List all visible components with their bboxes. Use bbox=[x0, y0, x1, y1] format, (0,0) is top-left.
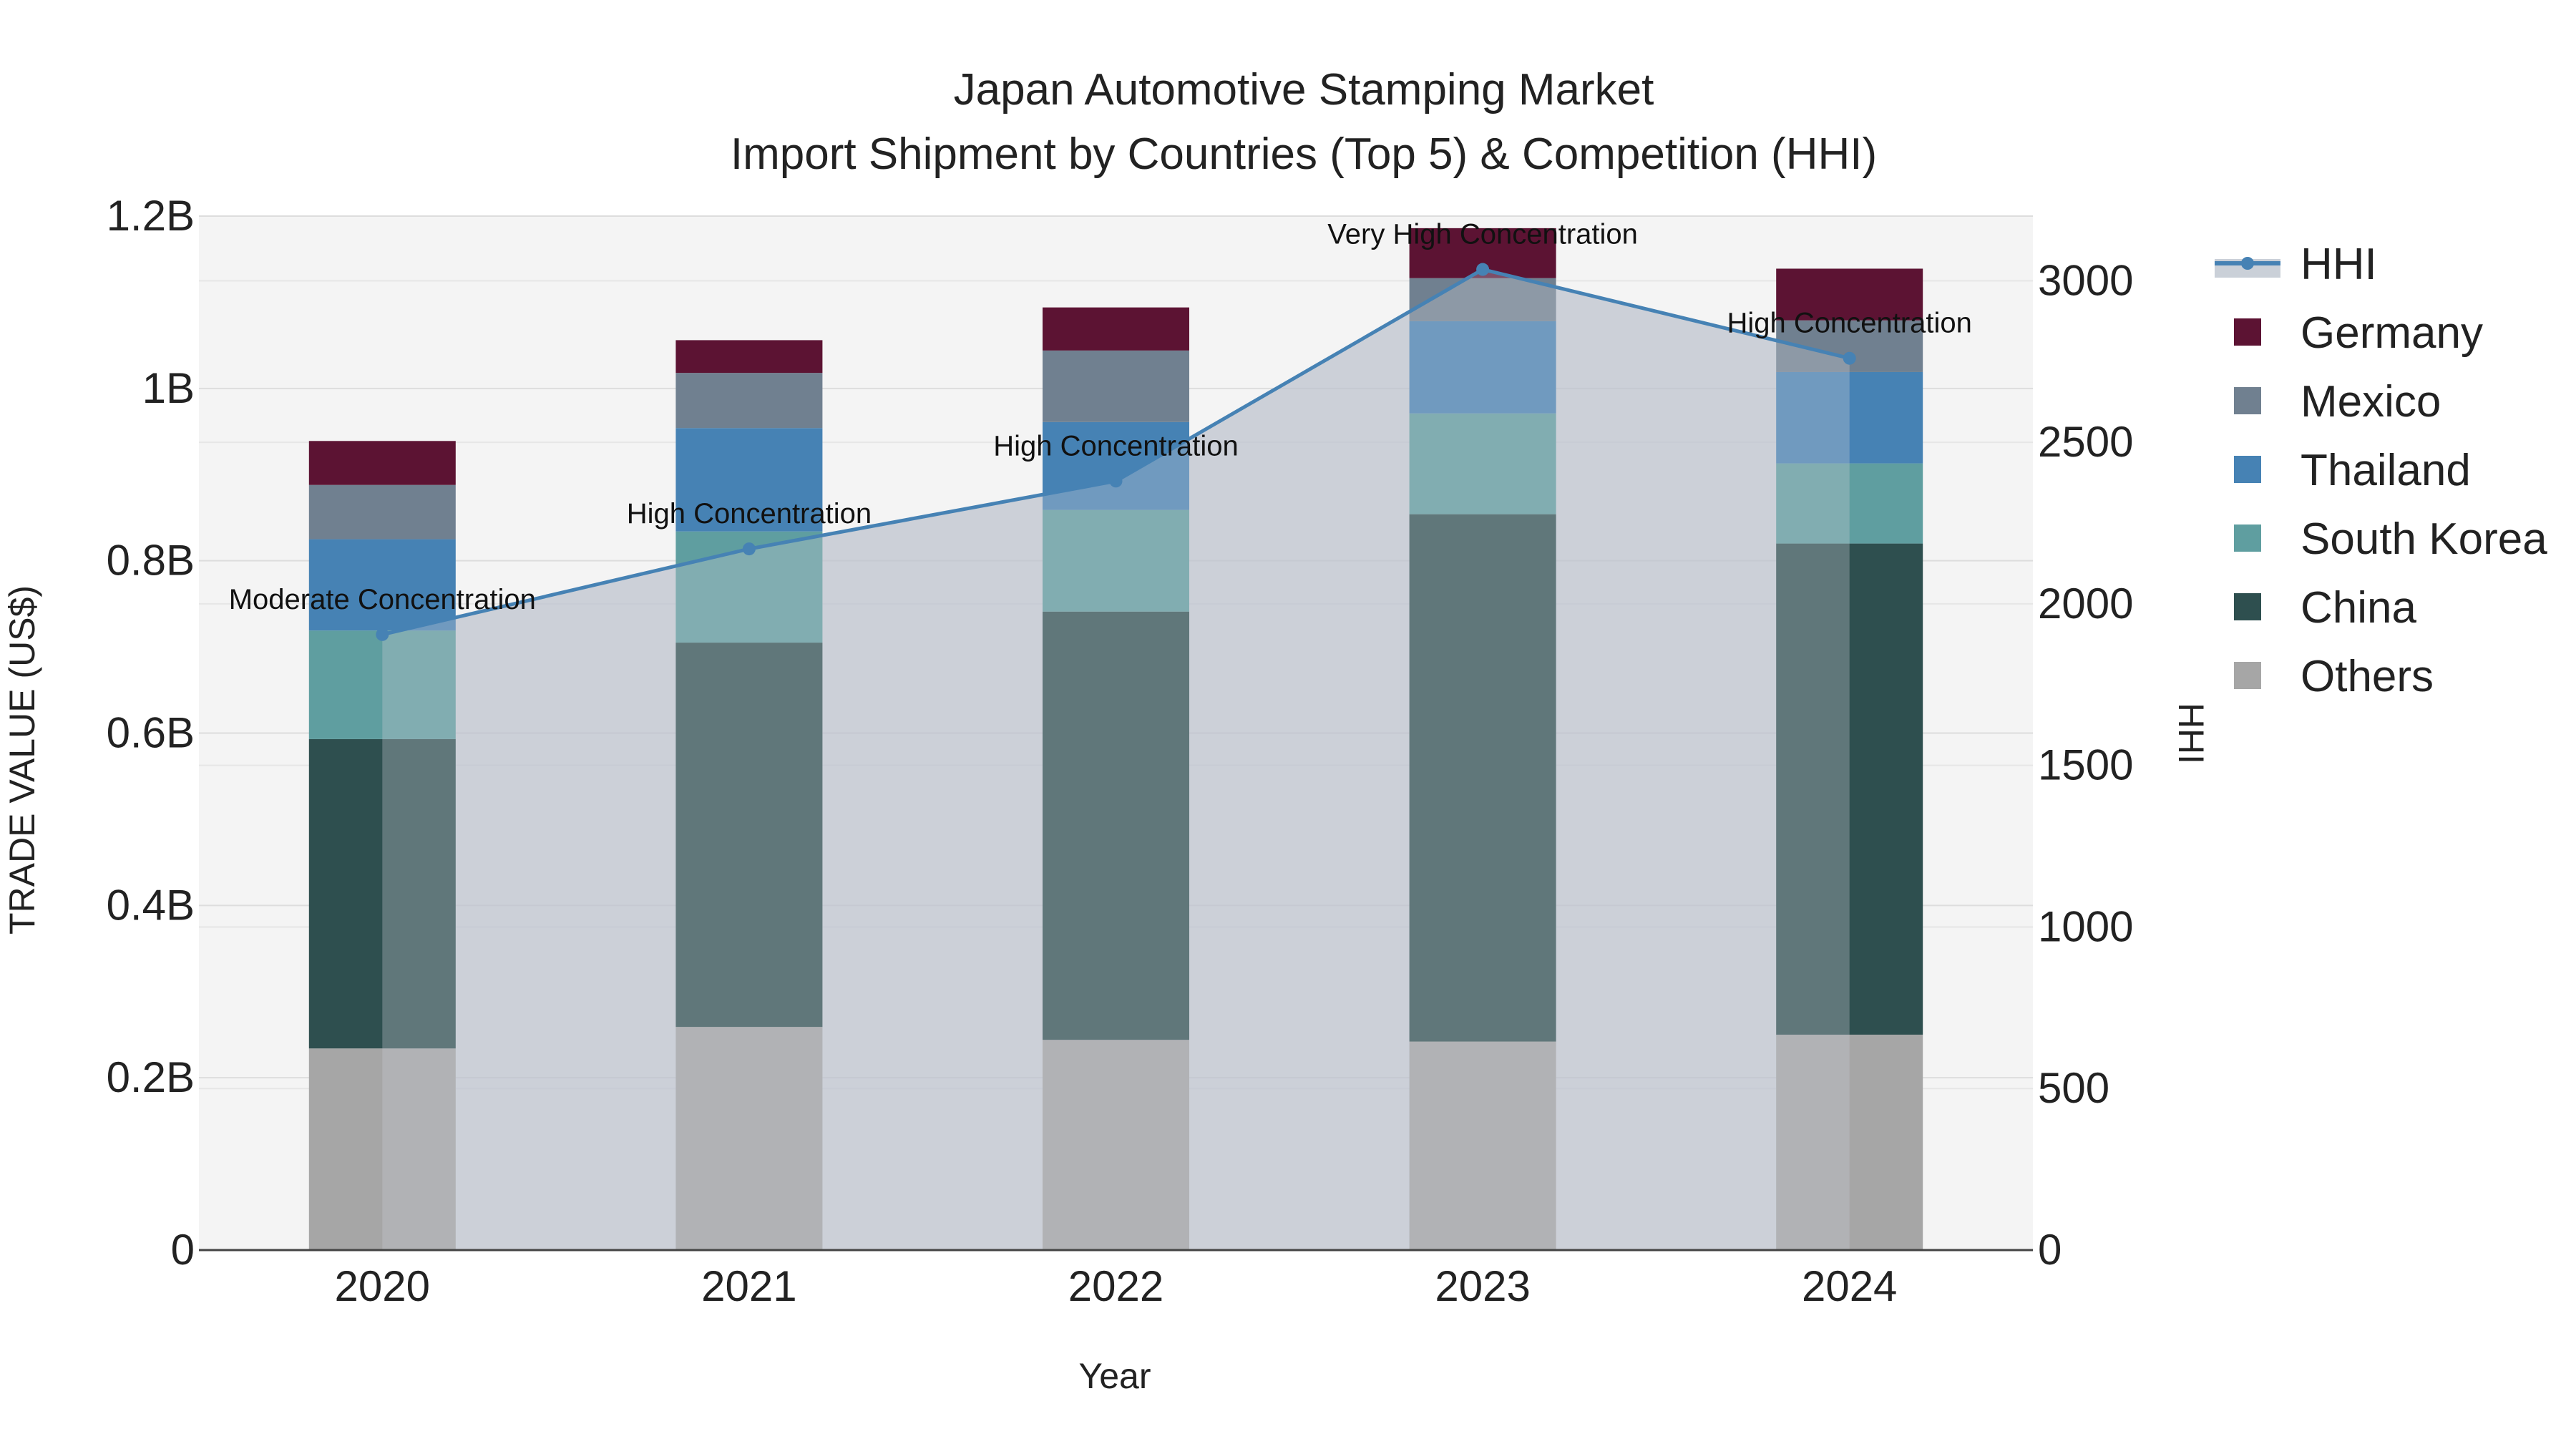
bar-segment-germany bbox=[675, 340, 823, 374]
hhi-annotation: Very High Concentration bbox=[1327, 219, 1638, 250]
legend-swatch-thailand bbox=[2234, 456, 2261, 483]
bar-segment-germany bbox=[1043, 307, 1189, 351]
bar-segment-others bbox=[675, 1027, 823, 1250]
y2-tick-label: 500 bbox=[2038, 1064, 2109, 1112]
y-tick-label: 0 bbox=[171, 1226, 195, 1274]
y-tick-label: 0.6B bbox=[107, 709, 195, 757]
bar-layer bbox=[308, 228, 1923, 1250]
bar-segment-others bbox=[1409, 1041, 1556, 1250]
bar-segment-others bbox=[1043, 1040, 1189, 1250]
bar-segment-south-korea bbox=[1776, 463, 1923, 544]
y-tick-label: 1.2B bbox=[107, 192, 195, 240]
y2-tick-label: 3000 bbox=[2038, 256, 2133, 304]
bar-segment-others bbox=[1776, 1034, 1923, 1250]
bar-segment-china bbox=[675, 643, 823, 1028]
hhi-annotation: High Concentration bbox=[627, 498, 872, 530]
x-axis-title: Year bbox=[1078, 1356, 1151, 1396]
hhi-point bbox=[376, 628, 389, 641]
bar-segment-germany bbox=[1776, 268, 1923, 321]
bar-segment-south-korea bbox=[1043, 509, 1189, 612]
bar-segment-thailand bbox=[675, 428, 823, 532]
hhi-point bbox=[742, 542, 756, 556]
hhi-annotations: Moderate Concentration High Concentration… bbox=[229, 219, 1972, 615]
legend-label: South Korea bbox=[2301, 514, 2547, 564]
hhi-annotation: High Concentration bbox=[993, 430, 1238, 462]
y2-axis-ticks: 0 500 1000 1500 2000 2500 3000 bbox=[2038, 256, 2133, 1274]
y2-tick-label: 1000 bbox=[2038, 902, 2133, 950]
legend-label: HHI bbox=[2301, 240, 2377, 289]
legend-swatch-mexico bbox=[2234, 387, 2261, 414]
bar-segment-mexico bbox=[675, 373, 823, 429]
legend-label: Mexico bbox=[2301, 377, 2441, 426]
bar-segment-south-korea bbox=[308, 630, 456, 739]
hhi-point bbox=[1476, 263, 1490, 276]
x-tick-label: 2023 bbox=[1435, 1262, 1530, 1310]
bar-segment-china bbox=[1043, 611, 1189, 1040]
bar-segment-thailand bbox=[1409, 321, 1556, 414]
bar-segment-germany bbox=[308, 441, 456, 485]
x-tick-label: 2024 bbox=[1802, 1262, 1897, 1310]
legend: HHI Germany Mexico Thailand South Korea China… bbox=[2215, 240, 2547, 701]
bar-segment-others bbox=[308, 1048, 456, 1250]
hhi-point bbox=[1109, 474, 1123, 488]
y2-tick-label: 1500 bbox=[2038, 741, 2133, 789]
y-tick-label: 0.8B bbox=[107, 537, 195, 585]
bar-segment-china bbox=[308, 738, 456, 1049]
legend-label: Thailand bbox=[2301, 446, 2471, 495]
bar-segment-thailand bbox=[1776, 371, 1923, 464]
bar-overlay-layer bbox=[382, 269, 1850, 1250]
y2-tick-label: 2000 bbox=[2038, 580, 2133, 628]
hhi-line-layer bbox=[376, 263, 1856, 641]
legend-swatch-south-korea bbox=[2234, 525, 2261, 552]
bar-segment-south-korea bbox=[1409, 413, 1556, 514]
bar-segment-china bbox=[1409, 514, 1556, 1042]
hhi-area-overlay bbox=[382, 269, 1850, 1250]
hhi-point bbox=[1843, 351, 1856, 365]
y-axis-title: TRADE VALUE (US$) bbox=[2, 585, 42, 935]
y-tick-label: 0.4B bbox=[107, 881, 195, 929]
x-axis-ticks: 2020 2021 2022 2023 2024 bbox=[335, 1262, 1898, 1310]
bar-segment-mexico bbox=[1043, 350, 1189, 422]
legend-hhi-marker bbox=[2241, 257, 2254, 270]
legend-label: Germany bbox=[2301, 308, 2483, 358]
y2-tick-label: 2500 bbox=[2038, 418, 2133, 466]
x-tick-label: 2022 bbox=[1068, 1262, 1163, 1310]
chart-subtitle: Import Shipment by Countries (Top 5) & C… bbox=[731, 130, 1877, 179]
bar-segment-thailand bbox=[1043, 421, 1189, 510]
legend-swatch-others bbox=[2234, 662, 2261, 689]
x-tick-label: 2021 bbox=[701, 1262, 796, 1310]
y2-axis-title: HHI bbox=[2171, 703, 2211, 764]
legend-swatch-china bbox=[2234, 593, 2261, 620]
legend-swatch-germany bbox=[2234, 318, 2261, 346]
y-tick-label: 0.2B bbox=[107, 1053, 195, 1101]
x-tick-label: 2020 bbox=[335, 1262, 430, 1310]
y-tick-label: 1B bbox=[142, 364, 195, 412]
y-axis-ticks: 0 0.2B 0.4B 0.6B 0.8B 1B 1.2B bbox=[107, 192, 195, 1274]
hhi-annotation: High Concentration bbox=[1727, 308, 1971, 339]
bar-segment-china bbox=[1776, 543, 1923, 1035]
legend-label: Others bbox=[2301, 652, 2434, 701]
hhi-annotation: Moderate Concentration bbox=[229, 584, 536, 615]
bar-segment-mexico bbox=[308, 484, 456, 540]
y2-tick-label: 0 bbox=[2038, 1226, 2062, 1274]
bar-segment-thailand bbox=[308, 539, 456, 631]
legend-label: China bbox=[2301, 583, 2417, 633]
chart-title: Japan Automotive Stamping Market bbox=[954, 65, 1654, 114]
